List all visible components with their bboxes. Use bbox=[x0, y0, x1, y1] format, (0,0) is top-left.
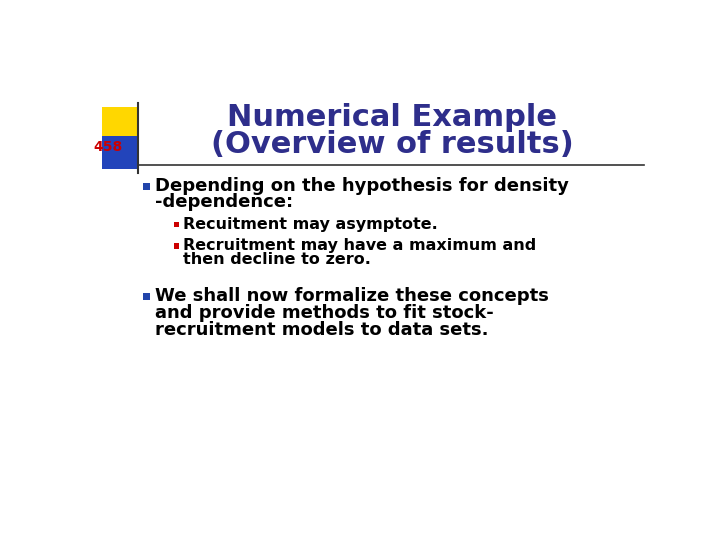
Bar bbox=[143, 293, 150, 300]
Text: Recruitment may have a maximum and: Recruitment may have a maximum and bbox=[183, 238, 536, 253]
Bar bbox=[143, 184, 150, 190]
Text: -dependence:: -dependence: bbox=[155, 193, 293, 211]
Text: We shall now formalize these concepts: We shall now formalize these concepts bbox=[155, 287, 549, 305]
Text: and provide methods to fit stock-: and provide methods to fit stock- bbox=[155, 303, 494, 322]
Text: Depending on the hypothesis for density: Depending on the hypothesis for density bbox=[155, 178, 569, 195]
Text: (Overview of results): (Overview of results) bbox=[211, 130, 574, 159]
Bar bbox=[102, 107, 137, 142]
Text: Numerical Example: Numerical Example bbox=[228, 103, 557, 132]
Bar bbox=[174, 222, 179, 227]
Bar bbox=[102, 137, 137, 168]
Text: Recuitment may asymptote.: Recuitment may asymptote. bbox=[183, 217, 438, 232]
Text: then decline to zero.: then decline to zero. bbox=[183, 252, 371, 267]
Bar bbox=[174, 244, 179, 249]
Text: 458: 458 bbox=[94, 140, 123, 154]
Text: recruitment models to data sets.: recruitment models to data sets. bbox=[155, 321, 489, 339]
